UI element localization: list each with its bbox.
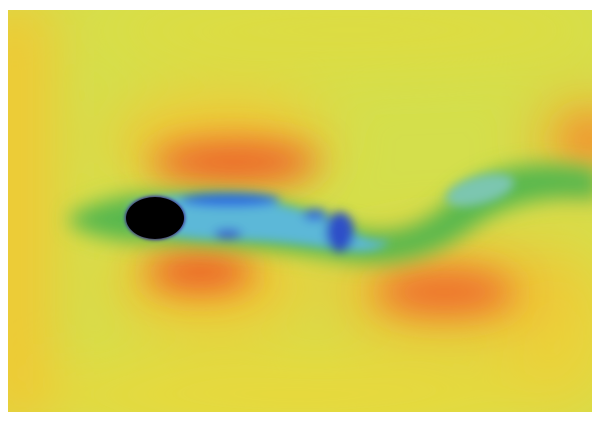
- cylinder: [126, 197, 184, 239]
- high-speed-lobes: [145, 120, 592, 314]
- wake-core: [130, 173, 515, 252]
